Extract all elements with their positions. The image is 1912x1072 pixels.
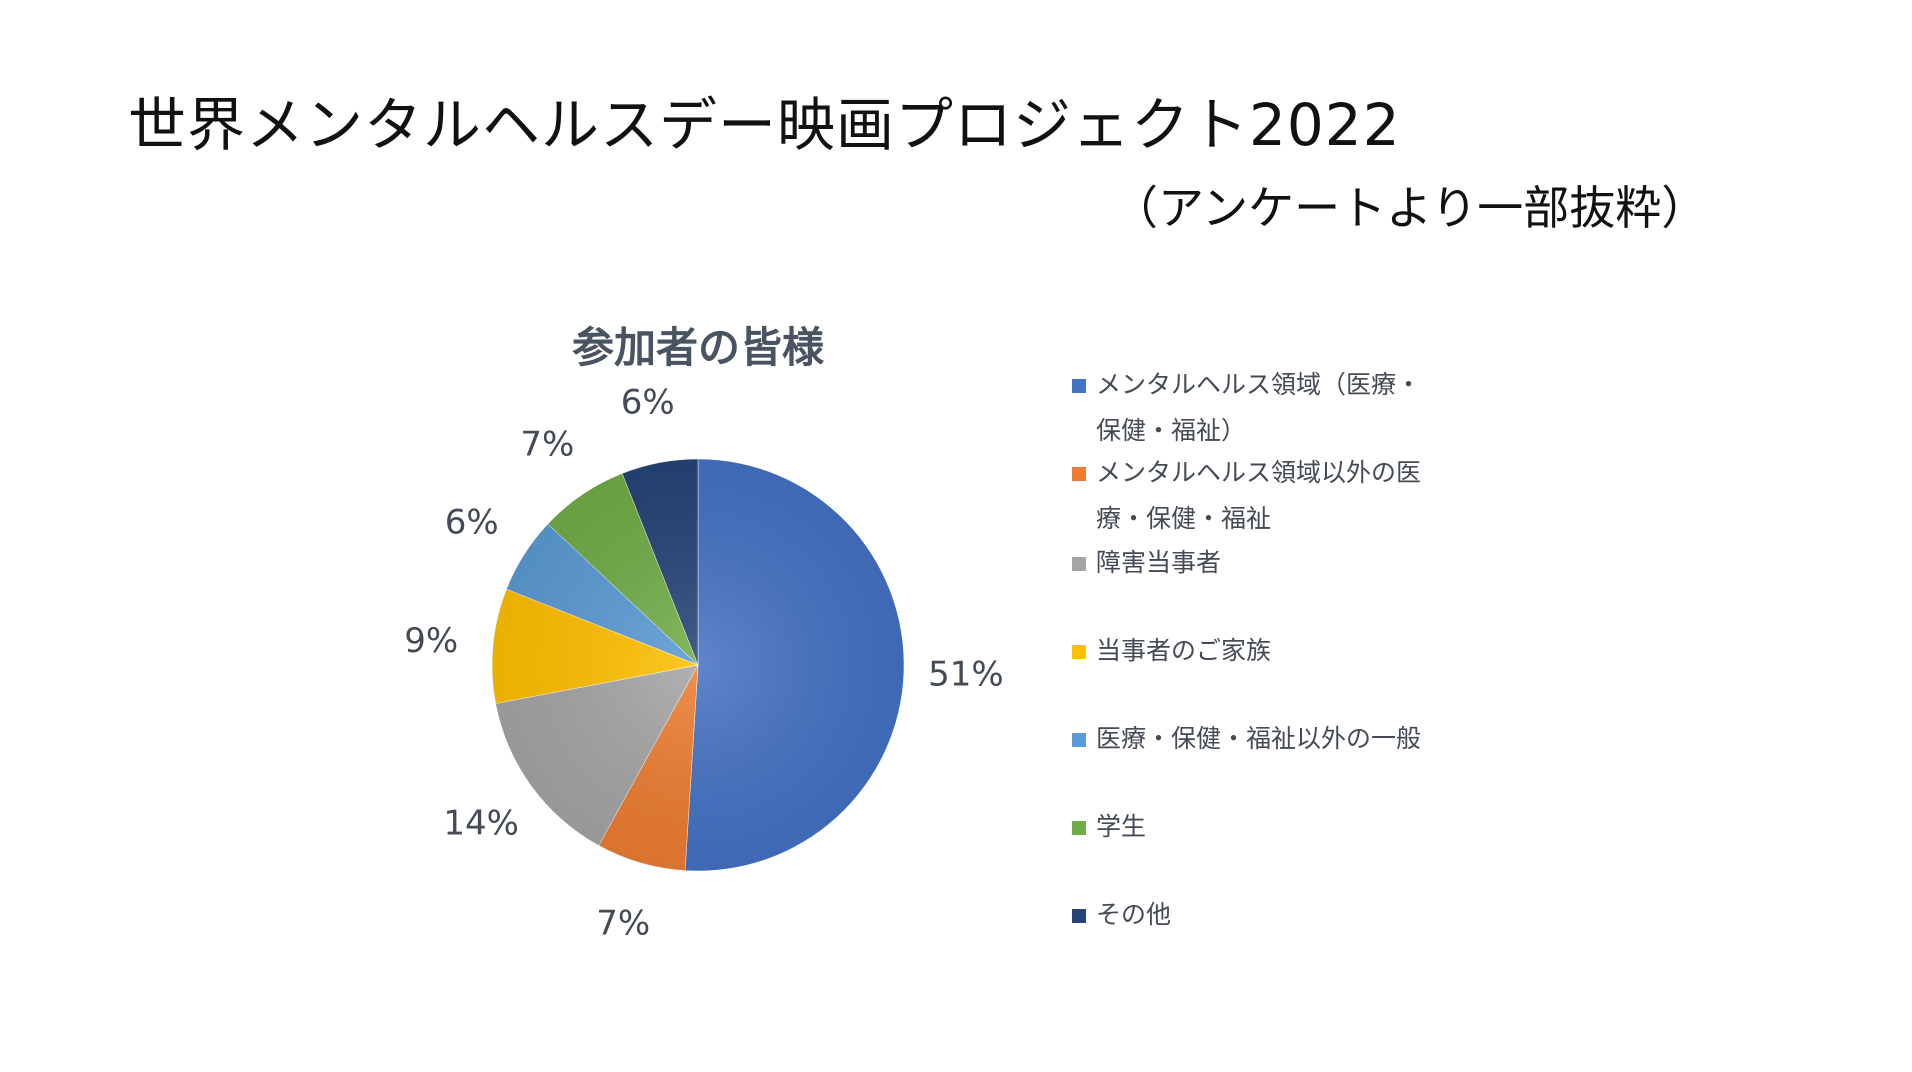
chart-title: 参加者の皆様 bbox=[572, 323, 825, 372]
legend-item: 学生 bbox=[1072, 804, 1492, 850]
legend-swatch bbox=[1072, 821, 1086, 835]
pie-data-label-7: 6% bbox=[621, 383, 675, 423]
pie-slice-1 bbox=[684, 458, 905, 872]
legend-item: その他 bbox=[1072, 892, 1492, 938]
legend-label: 障害当事者 bbox=[1096, 548, 1222, 577]
legend-label: メンタルヘルス領域以外の医 bbox=[1096, 458, 1422, 487]
pie-data-label-1: 51% bbox=[928, 654, 1004, 694]
legend-swatch bbox=[1072, 557, 1086, 571]
pie-data-label-2: 7% bbox=[596, 903, 650, 943]
legend-swatch bbox=[1072, 379, 1086, 393]
legend-label: その他 bbox=[1096, 900, 1172, 929]
legend-label: メンタルヘルス領域（医療・ bbox=[1096, 370, 1422, 399]
slide-title: 世界メンタルヘルスデー映画プロジェクト2022 bbox=[128, 91, 1401, 159]
legend-label: 学生 bbox=[1096, 812, 1147, 841]
legend-item: メンタルヘルス領域（医療・ 保健・福祉） bbox=[1072, 362, 1492, 454]
legend-swatch bbox=[1072, 733, 1086, 747]
legend-swatch bbox=[1072, 467, 1086, 481]
legend-label: 保健・福祉） bbox=[1096, 416, 1247, 445]
pie-data-labels: 51% 7% 14% 9% 6% 7% 6% bbox=[404, 383, 1003, 944]
legend-label: 療・保健・福祉 bbox=[1096, 504, 1272, 533]
legend-item: メンタルヘルス領域以外の医 療・保健・福祉 bbox=[1072, 450, 1492, 542]
legend-item: 障害当事者 bbox=[1072, 540, 1492, 586]
pie-data-label-5: 6% bbox=[445, 502, 499, 542]
pie-slices bbox=[491, 458, 905, 872]
legend-item: 医療・保健・福祉以外の一般 bbox=[1072, 716, 1492, 762]
pie-data-label-3: 14% bbox=[443, 804, 519, 844]
pie-data-label-4: 9% bbox=[404, 621, 458, 661]
legend-label: 当事者のご家族 bbox=[1096, 636, 1272, 665]
legend-item: 当事者のご家族 bbox=[1072, 628, 1492, 674]
slide-subtitle: （アンケートより一部抜粋） bbox=[1112, 181, 1708, 235]
legend-swatch bbox=[1072, 909, 1086, 923]
legend-label: 医療・保健・福祉以外の一般 bbox=[1096, 724, 1422, 753]
pie-data-label-6: 7% bbox=[520, 424, 574, 464]
legend-swatch bbox=[1072, 645, 1086, 659]
